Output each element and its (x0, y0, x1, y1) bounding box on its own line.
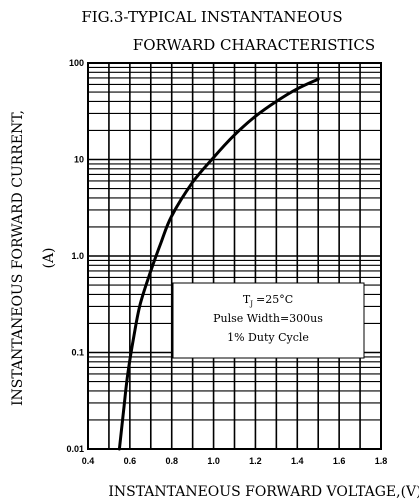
y-tick-label: 0.1 (71, 348, 84, 358)
x-tick-label: 1.8 (375, 456, 388, 466)
x-tick-label: 0.8 (165, 456, 178, 466)
chart-title-line1: FIG.3-TYPICAL INSTANTANEOUS (81, 8, 342, 26)
annotation-temperature-symbol: T (243, 293, 251, 306)
y-tick-label: 10 (74, 155, 84, 165)
x-tick-label: 1.4 (291, 456, 304, 466)
chart-title-line2: FORWARD CHARACTERISTICS (133, 36, 375, 54)
y-tick-label: 0.01 (66, 444, 84, 454)
annotation-temperature-value: =25°C (256, 293, 293, 306)
x-tick-label: 0.4 (82, 456, 95, 466)
plot-frame (87, 62, 382, 450)
x-axis-title: INSTANTANEOUS FORWARD VOLTAGE,(V) (108, 484, 419, 500)
forward-characteristic-curve (117, 77, 320, 451)
annotation-box: TJ =25°C Pulse Width=300us 1% Duty Cycle (172, 282, 365, 359)
x-tick-label: 1.2 (249, 456, 262, 466)
annotation-temperature: TJ =25°C (243, 293, 293, 308)
y-axis-title: INSTANTANEOUS FORWARD CURRENT, (A) (10, 110, 57, 406)
y-tick-label: 1.0 (71, 251, 84, 261)
annotation-box-frame (172, 282, 365, 359)
plot-grid (87, 63, 382, 450)
x-tick-label: 0.6 (124, 456, 137, 466)
annotation-temperature-subscript: J (249, 300, 253, 308)
y-tick-label: 100 (69, 58, 84, 68)
annotation-duty-cycle: 1% Duty Cycle (227, 331, 309, 344)
annotation-pulse-width: Pulse Width=300us (213, 312, 323, 325)
x-tick-label: 1.0 (207, 456, 220, 466)
y-axis-title-line2: (A) (41, 247, 57, 268)
x-tick-label: 1.6 (333, 456, 346, 466)
y-axis-title-line1: INSTANTANEOUS FORWARD CURRENT, (10, 110, 26, 406)
tick-labels: 0.4 0.6 0.8 1.0 1.2 1.4 1.6 1.8 0.01 0.1 1.0 10 100 (66, 58, 387, 466)
